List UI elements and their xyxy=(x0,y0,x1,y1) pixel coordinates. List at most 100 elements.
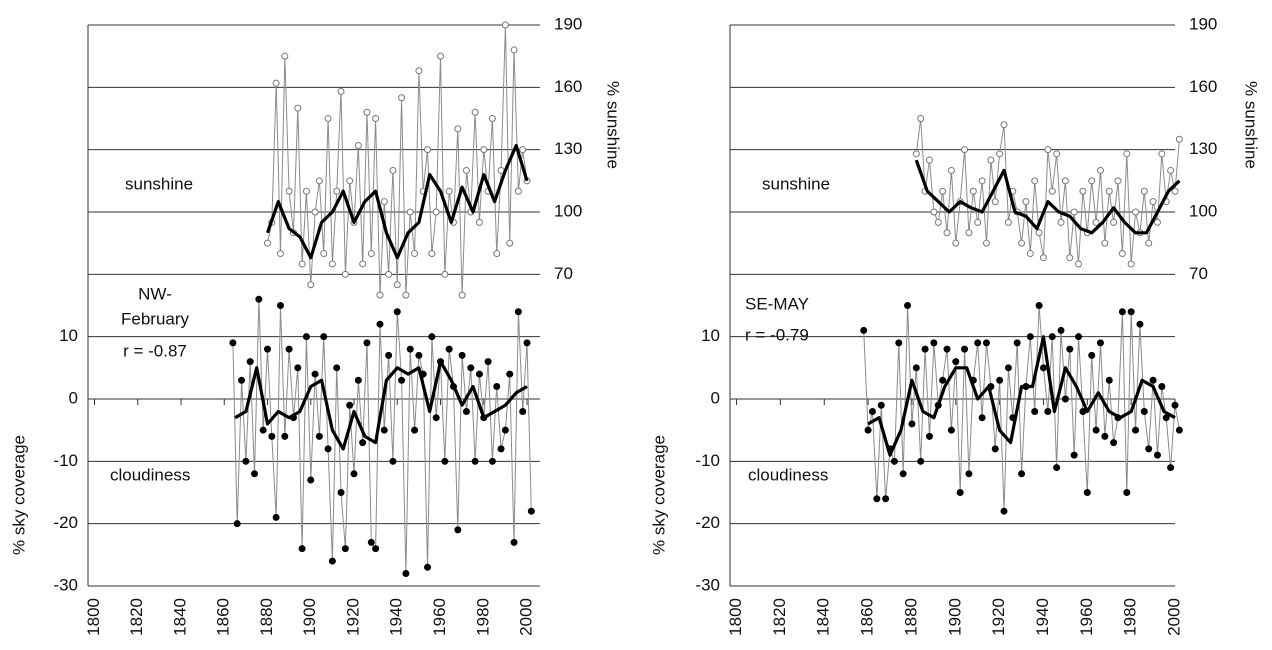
data-point xyxy=(1132,208,1140,216)
data-point xyxy=(1105,187,1113,195)
x-tick-label: 1920 xyxy=(343,598,362,636)
data-point xyxy=(1083,489,1091,496)
data-point xyxy=(354,376,362,384)
data-point xyxy=(341,545,349,553)
data-point xyxy=(917,115,925,122)
data-point xyxy=(302,187,310,195)
data-point xyxy=(376,320,384,328)
x-tick-label: 1960 xyxy=(1077,598,1096,636)
series-label: sunshine xyxy=(125,174,193,193)
data-point xyxy=(437,52,445,60)
data-point xyxy=(1088,351,1096,359)
x-tick-label: 1940 xyxy=(387,598,406,636)
data-point xyxy=(238,376,246,384)
y2-tick-label: 130 xyxy=(1189,139,1217,158)
data-point xyxy=(1061,177,1069,185)
y2-tick-label: 160 xyxy=(554,77,582,96)
data-point xyxy=(1140,187,1148,195)
data-point xyxy=(1018,470,1026,478)
x-tick-label: 1900 xyxy=(300,598,319,636)
y-axis-title: % sky coverage xyxy=(649,435,668,555)
data-point xyxy=(514,187,522,195)
data-point xyxy=(868,407,876,415)
data-point xyxy=(978,177,986,185)
data-point xyxy=(991,445,999,453)
data-point xyxy=(996,150,1004,158)
data-point xyxy=(965,229,973,237)
data-point xyxy=(229,339,237,347)
x-tick-label: 1820 xyxy=(770,598,789,636)
data-point xyxy=(1075,260,1083,268)
data-point xyxy=(1035,302,1043,309)
y-tick-label: -20 xyxy=(53,513,78,532)
data-point xyxy=(1066,345,1074,353)
data-point xyxy=(877,401,885,409)
data-point xyxy=(987,156,995,164)
data-point xyxy=(1039,364,1047,372)
data-point xyxy=(268,432,276,440)
x-tick-label: 1880 xyxy=(257,598,276,636)
data-point xyxy=(324,115,332,122)
data-point xyxy=(978,414,986,422)
data-point xyxy=(1118,308,1126,316)
data-point xyxy=(406,345,414,353)
data-point xyxy=(1167,464,1175,472)
data-point xyxy=(912,150,920,158)
data-point xyxy=(947,166,955,174)
data-point xyxy=(1079,187,1087,195)
data-point xyxy=(890,457,898,465)
data-point xyxy=(991,198,999,206)
data-point xyxy=(965,470,973,478)
data-point xyxy=(1053,150,1061,158)
series-label: cloudiness xyxy=(748,465,828,484)
data-point xyxy=(1145,239,1153,247)
data-point xyxy=(1053,464,1061,472)
data-point xyxy=(1114,177,1122,185)
data-point xyxy=(415,351,423,359)
smoothed-line xyxy=(867,335,1176,457)
data-point xyxy=(921,345,929,353)
data-point xyxy=(1110,218,1118,226)
data-point xyxy=(1118,250,1126,258)
data-point xyxy=(428,333,436,341)
data-point xyxy=(1101,432,1109,440)
data-point xyxy=(493,250,501,258)
data-point xyxy=(445,345,453,353)
data-point xyxy=(1048,333,1056,341)
data-point xyxy=(519,146,527,154)
data-point xyxy=(246,358,254,366)
annotation: NW- xyxy=(138,284,172,303)
data-point xyxy=(255,295,263,303)
data-point xyxy=(1048,187,1056,195)
data-point xyxy=(311,208,319,216)
annotation: r = -0.79 xyxy=(745,325,809,344)
data-point xyxy=(333,364,341,372)
data-point xyxy=(294,104,302,112)
data-point xyxy=(1075,333,1083,341)
x-tick-label: 1800 xyxy=(726,598,745,636)
x-tick-label: 1840 xyxy=(814,598,833,636)
data-point xyxy=(380,426,388,434)
x-tick-label: 1860 xyxy=(214,598,233,636)
x-tick-label: 1860 xyxy=(858,598,877,636)
data-point xyxy=(1175,135,1183,143)
x-tick-label: 1940 xyxy=(1033,598,1052,636)
data-point xyxy=(1000,507,1008,515)
data-point xyxy=(402,570,410,578)
data-point xyxy=(523,339,531,347)
y2-tick-label: 100 xyxy=(554,201,582,220)
data-point xyxy=(1158,150,1166,158)
y-tick-label: 10 xyxy=(701,326,720,345)
data-point xyxy=(1044,407,1052,415)
data-point xyxy=(1153,451,1161,459)
data-point xyxy=(372,545,380,553)
data-point xyxy=(233,520,241,528)
data-point xyxy=(354,142,362,150)
data-point xyxy=(285,345,293,353)
data-point xyxy=(982,339,990,347)
x-tick-label: 1800 xyxy=(84,598,103,636)
data-point xyxy=(1044,146,1052,154)
data-point xyxy=(974,218,982,226)
x-tick-label: 1980 xyxy=(473,598,492,636)
